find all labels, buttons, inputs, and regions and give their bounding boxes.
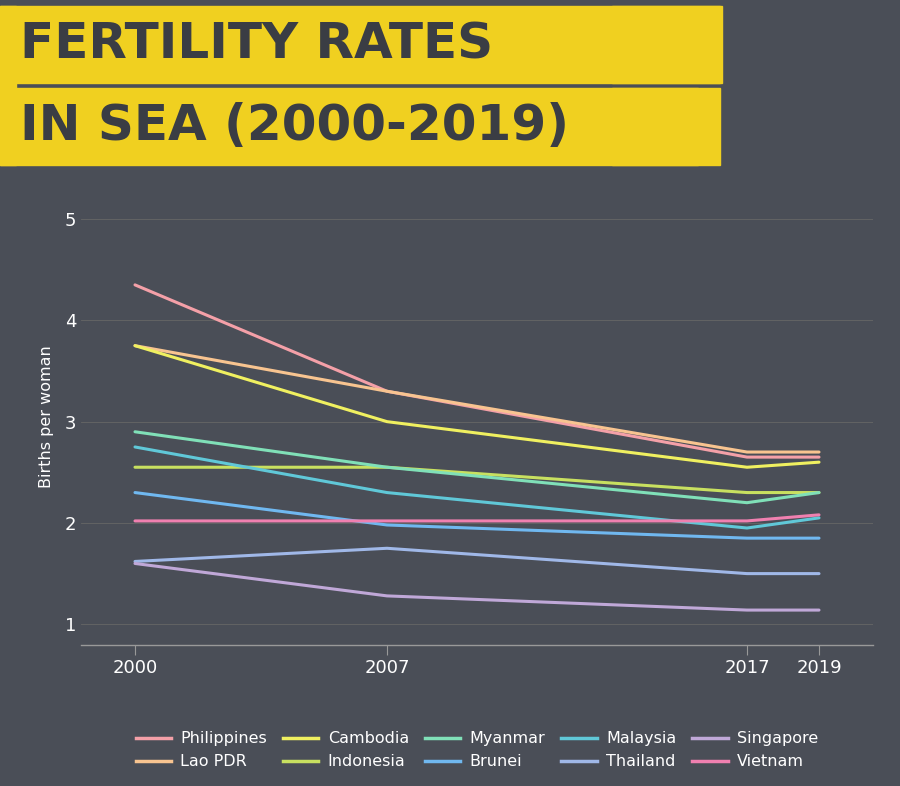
Legend: Philippines, Lao PDR, Cambodia, Indonesia, Myanmar, Brunei, Malaysia, Thailand, : Philippines, Lao PDR, Cambodia, Indonesi…: [128, 723, 826, 777]
Y-axis label: Births per woman: Births per woman: [39, 345, 53, 488]
Text: IN SEA (2000-2019): IN SEA (2000-2019): [20, 101, 569, 150]
Text: FERTILITY RATES: FERTILITY RATES: [20, 20, 493, 68]
